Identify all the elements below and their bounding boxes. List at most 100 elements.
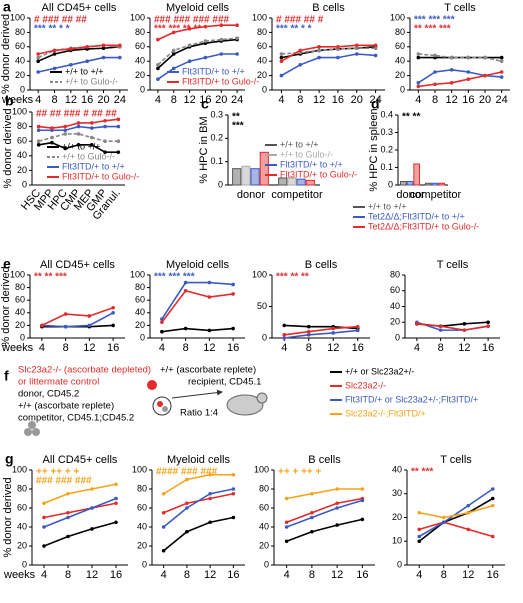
chart-title: Myeloid cells: [166, 2, 229, 14]
legend-label: Flt3ITD/+ to Gulo-/-: [280, 169, 357, 179]
data-point: [335, 523, 339, 527]
data-point: [161, 525, 166, 529]
bar: [400, 181, 407, 186]
bar: [438, 182, 446, 186]
data-point: [90, 506, 94, 510]
bar: [305, 179, 315, 186]
series-line: [418, 497, 494, 542]
data-point: [63, 146, 68, 151]
x-tick-label: 20: [215, 94, 227, 106]
series-line: [37, 56, 120, 73]
data-point: [207, 280, 212, 285]
data-point: [118, 55, 122, 60]
annotation: ### ### ### ###: [154, 15, 230, 26]
data-point: [161, 548, 166, 553]
data-point: [103, 139, 107, 143]
data-point: [231, 282, 235, 287]
data-point: [208, 496, 212, 501]
y-tick-label: 20: [137, 540, 147, 550]
data-point: [284, 520, 289, 525]
data-point: [466, 527, 471, 532]
bar: [413, 163, 421, 186]
series-line: [157, 53, 238, 80]
data-point: [417, 510, 422, 515]
series-line: [163, 492, 234, 514]
annotation: ***: [232, 121, 244, 132]
cell-icon: [162, 406, 168, 412]
y-tick-label: 20: [135, 320, 145, 330]
data-point: [279, 59, 284, 63]
series-line: [418, 71, 502, 88]
x-tick-label: 4: [284, 569, 290, 581]
x-axis-label: weeks: [1, 94, 34, 106]
data-point: [76, 121, 81, 125]
y-tick-label: 100: [254, 464, 269, 474]
legend-label: +/+ to +/+: [62, 141, 101, 151]
y-tick-label: 80: [395, 27, 405, 37]
data-point: [306, 324, 311, 329]
y-tick-label: 100: [132, 464, 147, 474]
series-line: [417, 69, 502, 84]
series-line: [157, 37, 238, 66]
data-point: [373, 53, 378, 58]
data-point: [486, 324, 490, 328]
y-tick-label: 40: [395, 56, 405, 66]
data-point: [116, 124, 121, 129]
x-tick-label: 16: [462, 94, 474, 106]
data-point: [483, 55, 487, 60]
bar: [296, 178, 306, 186]
x-axis-label: weeks: [3, 569, 36, 581]
y-tick-label: 40: [17, 150, 27, 160]
y-tick-label: 80: [257, 27, 267, 37]
data-point: [171, 48, 176, 53]
data-point: [449, 55, 454, 60]
data-point: [208, 491, 212, 496]
y-tick-label: 0: [142, 559, 147, 569]
bar: [278, 177, 288, 186]
data-point: [310, 510, 314, 515]
x-tick-label: 4: [416, 569, 422, 581]
x-tick-label: 8: [51, 94, 57, 106]
data-point: [36, 128, 41, 133]
panel-label: c: [201, 96, 209, 112]
data-point: [156, 63, 160, 67]
data-point: [438, 328, 443, 332]
data-point: [103, 150, 107, 154]
data-point: [499, 59, 504, 63]
legend-label: +/+ or Slc23a2+/-: [345, 366, 414, 376]
data-point: [317, 45, 321, 49]
data-point: [111, 311, 115, 315]
x-tick-label: 20: [351, 94, 363, 106]
x-tick-label: 8: [438, 342, 444, 354]
series-line: [163, 488, 234, 528]
y-tick-label: 0.3: [210, 109, 223, 119]
data-point: [36, 55, 40, 60]
panel-label: g: [5, 451, 14, 467]
y-tick-label: 100: [10, 12, 25, 22]
x-tick-label: donor: [237, 189, 265, 201]
y-tick-label: 10: [392, 536, 402, 546]
legend-label: Flt3ITD/+ or Slc23a2+/-;Flt3ITD/+: [345, 394, 478, 404]
panel-label: b: [5, 93, 14, 109]
data-point: [50, 140, 54, 145]
y-axis-label: % HPC in spleen: [368, 108, 380, 191]
data-point: [373, 43, 378, 48]
chart-title: Myeloid cells: [167, 454, 230, 466]
data-point: [282, 323, 287, 328]
x-tick-label: 12: [446, 94, 458, 106]
y-tick-label: 0: [400, 84, 405, 94]
data-point: [66, 515, 70, 520]
x-tick-label: 8: [309, 569, 315, 581]
series-line: [161, 289, 234, 323]
bar: [287, 177, 297, 186]
y-tick-label: 80: [390, 269, 400, 279]
legend-label: Flt3ITD/+ to +/+: [62, 161, 125, 171]
cell-icon: [24, 428, 32, 436]
data-point: [50, 135, 54, 140]
bar: [241, 165, 251, 186]
y-tick-label: 0.1: [380, 162, 393, 172]
y-tick-label: 100: [252, 269, 267, 279]
data-point: [36, 52, 40, 56]
data-point: [66, 510, 70, 515]
data-point: [298, 63, 303, 67]
